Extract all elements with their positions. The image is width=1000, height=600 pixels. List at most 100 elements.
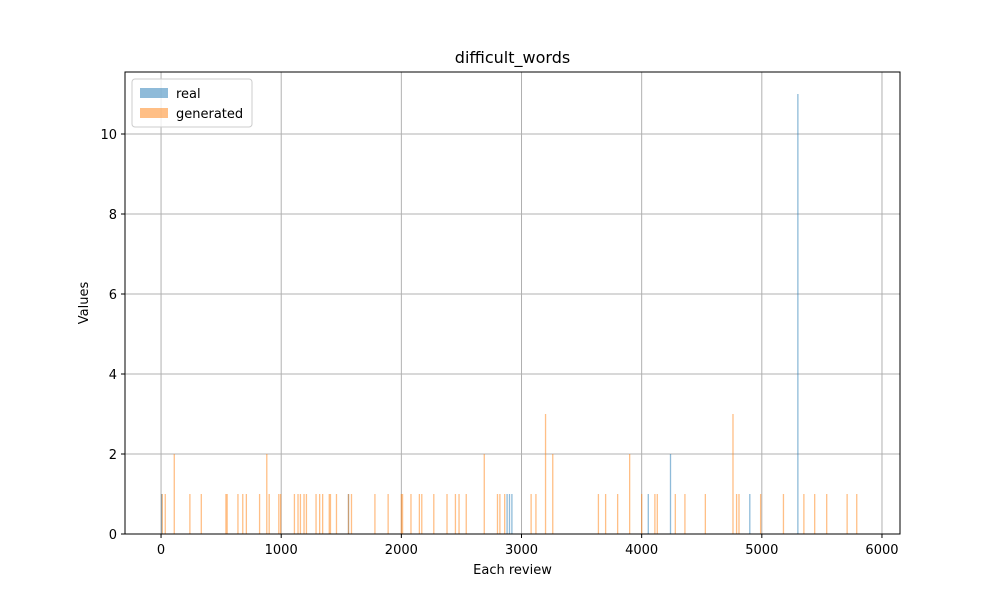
bar-generated	[732, 414, 734, 534]
bar-generated	[173, 454, 175, 534]
bar-generated	[387, 494, 389, 534]
bar-generated	[446, 494, 448, 534]
x-tick-label: 3000	[505, 543, 538, 558]
bar-generated	[293, 494, 296, 534]
bar-generated	[164, 494, 166, 534]
bar-generated	[268, 494, 270, 534]
y-tick-label: 6	[109, 288, 117, 303]
bar-generated	[421, 494, 423, 534]
bar-generated	[604, 494, 607, 534]
bar-real	[749, 494, 751, 534]
bar-generated	[266, 454, 268, 534]
bar-generated	[328, 494, 330, 534]
bar-generated	[322, 494, 324, 534]
bar-generated	[504, 494, 506, 534]
bar-generated	[350, 494, 353, 534]
bar-generated	[496, 494, 499, 534]
bar-generated	[856, 494, 858, 534]
x-tick-label: 2000	[385, 543, 418, 558]
bar-generated	[299, 494, 302, 534]
bar-generated	[735, 494, 738, 534]
bar-generated	[225, 494, 227, 534]
x-tick-label: 6000	[865, 543, 898, 558]
bar-real	[506, 494, 508, 534]
bar-generated	[458, 494, 460, 534]
bar-generated	[641, 494, 643, 534]
x-axis-title: Each review	[473, 563, 552, 578]
bar-generated	[552, 454, 554, 534]
bar-real	[647, 494, 649, 534]
bar-generated	[704, 494, 706, 534]
bar-generated	[161, 494, 163, 534]
bar-generated	[329, 494, 332, 534]
bar-generated	[544, 414, 547, 534]
axis-ticks: 0 1000 2000 3000 4000 5000 6000 0 2 4 6 8 10	[100, 128, 898, 558]
bar-generated	[278, 494, 280, 534]
bar-generated	[465, 494, 467, 534]
bar-generated	[418, 494, 421, 534]
legend: real generated	[131, 78, 253, 128]
bar-generated	[335, 494, 338, 534]
bar-real	[669, 454, 672, 534]
legend-swatch-generated	[140, 108, 168, 118]
bar-generated	[347, 494, 350, 534]
bar-generated	[674, 494, 676, 534]
bar-real	[511, 494, 513, 534]
bar-generated	[846, 494, 848, 534]
chart-title: difficult_words	[455, 48, 570, 68]
bar-generated	[245, 494, 248, 534]
bar-generated	[738, 494, 740, 534]
plot-frame	[124, 71, 901, 535]
bar-generated	[242, 494, 244, 534]
bar-generated	[400, 494, 403, 534]
bar-generated	[315, 494, 317, 534]
bar-generated	[803, 494, 805, 534]
y-tick-label: 8	[109, 208, 117, 223]
bar-generated	[629, 454, 631, 534]
x-tick-label: 5000	[745, 543, 778, 558]
bar-generated	[297, 494, 299, 534]
bar-generated	[616, 494, 619, 534]
bar-generated	[656, 494, 658, 534]
bar-generated	[401, 494, 404, 534]
bar-generated	[597, 494, 600, 534]
y-tick-label: 4	[109, 368, 117, 383]
bar-generated	[410, 494, 412, 534]
bar-generated	[200, 494, 202, 534]
bar-real	[797, 94, 799, 534]
bar-generated	[826, 494, 828, 534]
bar-generated	[483, 454, 485, 534]
plot-area	[125, 72, 900, 534]
x-tick-label: 1000	[265, 543, 298, 558]
bar-generated	[319, 494, 321, 534]
bars	[160, 94, 858, 534]
bar-generated	[530, 494, 532, 534]
bar-generated	[684, 494, 686, 534]
bar-generated	[279, 494, 282, 534]
x-tick-label: 4000	[625, 543, 658, 558]
bar-generated	[374, 494, 376, 534]
bar-generated	[814, 494, 816, 534]
bar-generated	[237, 494, 239, 534]
y-tick-label: 10	[100, 128, 117, 143]
bar-real	[508, 494, 511, 534]
legend-label-real: real	[176, 87, 201, 102]
bar-generated	[759, 494, 762, 534]
bar-generated	[782, 494, 785, 534]
bar-generated	[454, 494, 457, 534]
y-tick-label: 2	[109, 448, 117, 463]
y-axis-title: Values	[77, 282, 92, 325]
bar-generated	[433, 494, 435, 534]
bar-generated	[654, 494, 656, 534]
legend-swatch-real	[140, 88, 168, 98]
bar-generated	[258, 494, 261, 534]
bar-generated	[189, 494, 191, 534]
y-tick-label: 0	[109, 528, 117, 543]
bar-generated	[499, 494, 501, 534]
bar-generated	[226, 494, 228, 534]
x-tick-label: 0	[157, 543, 165, 558]
bar-generated	[535, 494, 537, 534]
bar-generated	[305, 494, 308, 534]
legend-label-generated: generated	[176, 107, 243, 122]
